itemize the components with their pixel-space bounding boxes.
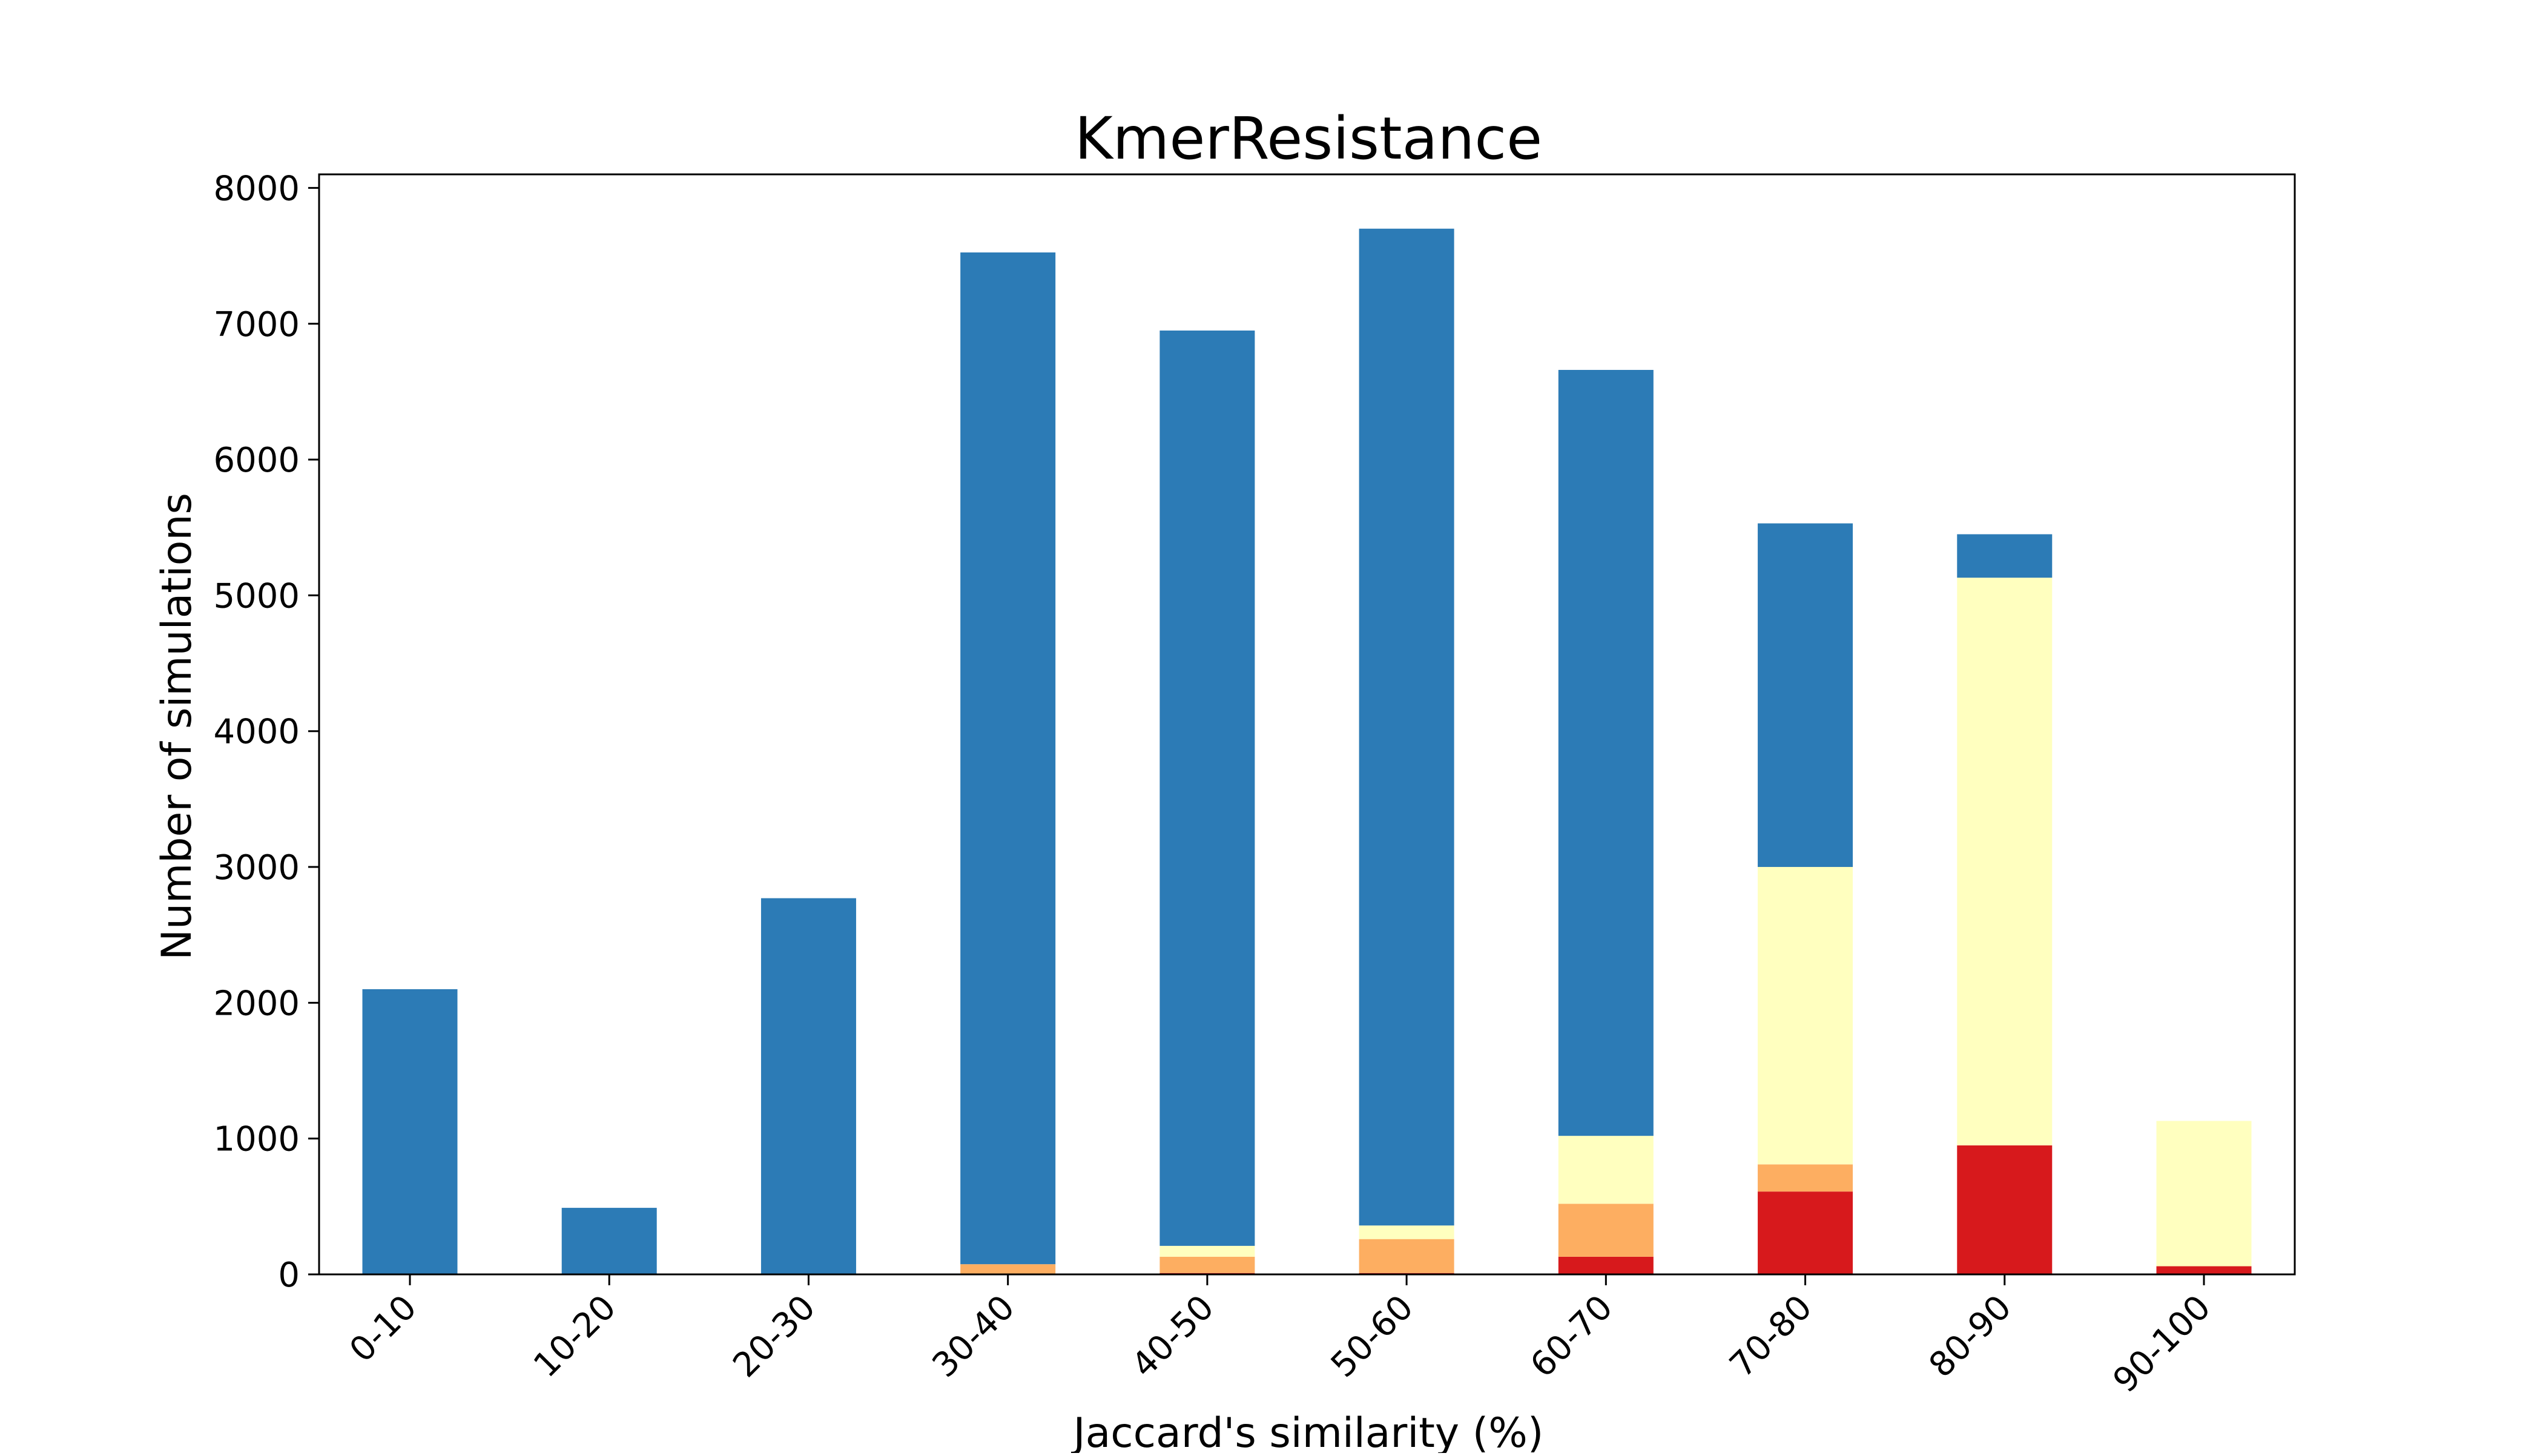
bar-80-90-segment-4 [1957, 534, 2053, 578]
bar-30-40-segment-2 [960, 1264, 1056, 1274]
bar-40-50-segment-4 [1159, 330, 1255, 1246]
x-tick-label: 50-60 [1324, 1288, 1421, 1385]
x-axis-label: Jaccard's similarity (%) [1071, 1409, 1544, 1453]
x-tick-label: 90-100 [2106, 1288, 2218, 1400]
bar-60-70-segment-3 [1558, 1136, 1654, 1204]
bar-50-60-segment-3 [1359, 1225, 1454, 1239]
x-tick-label: 10-20 [526, 1288, 624, 1385]
bar-60-70-segment-1 [1558, 1256, 1654, 1274]
bar-30-40-segment-4 [960, 252, 1056, 1265]
x-tick-label: 80-90 [1922, 1288, 2019, 1385]
y-axis-label: Number of simulations [153, 493, 201, 960]
x-tick-label: 40-50 [1124, 1288, 1222, 1385]
y-tick-label: 8000 [213, 169, 300, 208]
y-tick-label: 5000 [213, 576, 300, 616]
y-tick-label: 4000 [213, 713, 300, 752]
y-tick-label: 3000 [213, 848, 300, 888]
bar-60-70-segment-4 [1558, 370, 1654, 1136]
bar-70-80-segment-4 [1758, 523, 1853, 868]
bar-40-50-segment-2 [1159, 1256, 1255, 1273]
bar-80-90-segment-1 [1957, 1145, 2053, 1274]
x-tick-label: 60-70 [1523, 1288, 1620, 1385]
y-tick-label: 7000 [213, 305, 300, 344]
y-tick-label: 6000 [213, 441, 300, 480]
x-tick-label: 0-10 [342, 1288, 424, 1370]
chart-title: KmerResistance [1075, 105, 1542, 173]
bar-0-10-segment-4 [362, 989, 458, 1274]
x-tick-label: 30-40 [925, 1288, 1023, 1385]
bar-10-20-segment-4 [561, 1208, 657, 1274]
bar-80-90-segment-3 [1957, 578, 2053, 1145]
x-tick-label: 20-30 [725, 1288, 823, 1385]
y-axis: 0 1000 2000 3000 4000 5000 6000 7000 8000 [213, 169, 319, 1295]
bar-90-100-segment-3 [2156, 1121, 2252, 1267]
bar-50-60-segment-2 [1359, 1239, 1454, 1273]
y-tick-label: 0 [278, 1256, 300, 1295]
bar-70-80-segment-1 [1758, 1191, 1853, 1274]
plot-frame [318, 173, 2296, 1276]
bars-layer [362, 228, 2252, 1274]
y-tick-label: 1000 [213, 1120, 300, 1159]
y-tick-label: 2000 [213, 984, 300, 1023]
bar-20-30-segment-4 [760, 898, 856, 1274]
bar-70-80-segment-3 [1758, 867, 1853, 1165]
x-tick-label: 70-80 [1722, 1288, 1819, 1385]
bar-50-60-segment-4 [1359, 228, 1454, 1226]
x-axis: 0-10 10-20 20-30 30-40 40-50 50-60 60-70 70-80 8… [342, 1274, 2218, 1400]
bar-40-50-segment-3 [1159, 1245, 1255, 1257]
bar-90-100-segment-1 [2156, 1266, 2252, 1274]
bar-60-70-segment-2 [1558, 1204, 1654, 1257]
bar-70-80-segment-2 [1758, 1164, 1853, 1192]
